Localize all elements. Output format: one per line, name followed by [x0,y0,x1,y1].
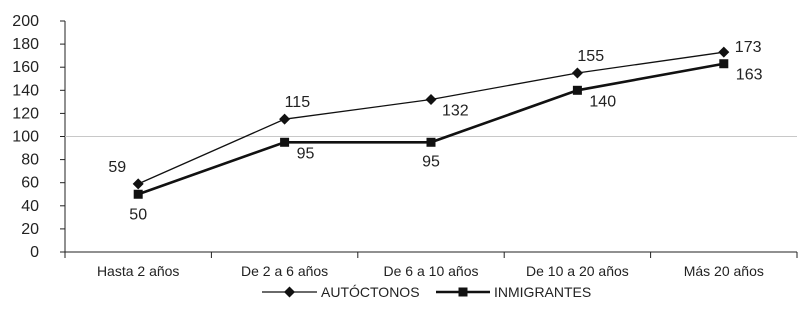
data-point-square [426,137,436,147]
data-point-square [280,137,290,147]
x-tick-label: De 2 a 6 años [241,263,328,279]
data-label: 132 [442,103,469,120]
series-group: 59 115 132 155 173 50 95 95 140 163 [108,39,762,223]
legend-label: AUTÓCTONOS [321,284,420,300]
y-tick-label: 60 [21,175,39,192]
legend-label: INMIGRANTES [494,284,591,300]
y-tick-label: 20 [21,221,39,238]
data-label: 173 [735,39,762,56]
data-label: 59 [108,159,126,176]
data-label: 140 [589,93,616,110]
x-tick-label: De 10 a 20 años [526,263,629,279]
y-tick-label: 100 [12,129,39,146]
data-label: 115 [285,94,311,111]
y-tick-label: 140 [12,82,39,99]
data-label: 95 [297,145,315,162]
y-tick-label: 0 [30,244,39,261]
y-axis: 0 20 40 60 80 100 120 140 160 180 200 [12,13,66,261]
x-axis: Hasta 2 años De 2 a 6 años De 6 a 10 años D… [64,251,798,279]
data-label: 50 [129,206,147,223]
y-tick-label: 180 [12,36,39,53]
data-point-diamond [279,113,291,125]
data-point-diamond [132,178,144,190]
data-label: 163 [736,67,763,84]
y-tick-label: 160 [12,59,39,76]
data-point-square [719,59,729,69]
y-tick-label: 200 [12,13,39,30]
data-point-square [572,85,582,95]
y-tick-label: 80 [21,152,39,169]
x-tick-label: Más 20 años [684,263,764,279]
data-point-diamond [718,46,730,58]
legend-marker-square [458,287,468,297]
y-tick-label: 120 [12,105,39,122]
data-point-square [133,189,143,199]
legend: AUTÓCTONOS INMIGRANTES [262,284,591,300]
x-tick-label: De 6 a 10 años [384,263,479,279]
data-point-diamond [425,94,437,106]
x-tick-label: Hasta 2 años [97,263,180,279]
series-line-1 [137,62,725,196]
data-point-diamond [571,67,583,79]
legend-marker-diamond [284,286,295,298]
data-label: 155 [577,48,604,65]
data-label: 95 [422,153,440,170]
y-tick-label: 40 [21,198,39,215]
